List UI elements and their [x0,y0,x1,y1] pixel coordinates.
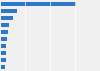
Bar [0,23,9,27]
Bar [0,9,17,13]
Bar [0,16,14,20]
Bar [0,58,6,62]
Bar [0,2,76,6]
Bar [0,30,8,34]
Bar [0,37,7,41]
Bar [0,44,6,48]
Bar [0,51,6,55]
Bar [0,65,5,69]
